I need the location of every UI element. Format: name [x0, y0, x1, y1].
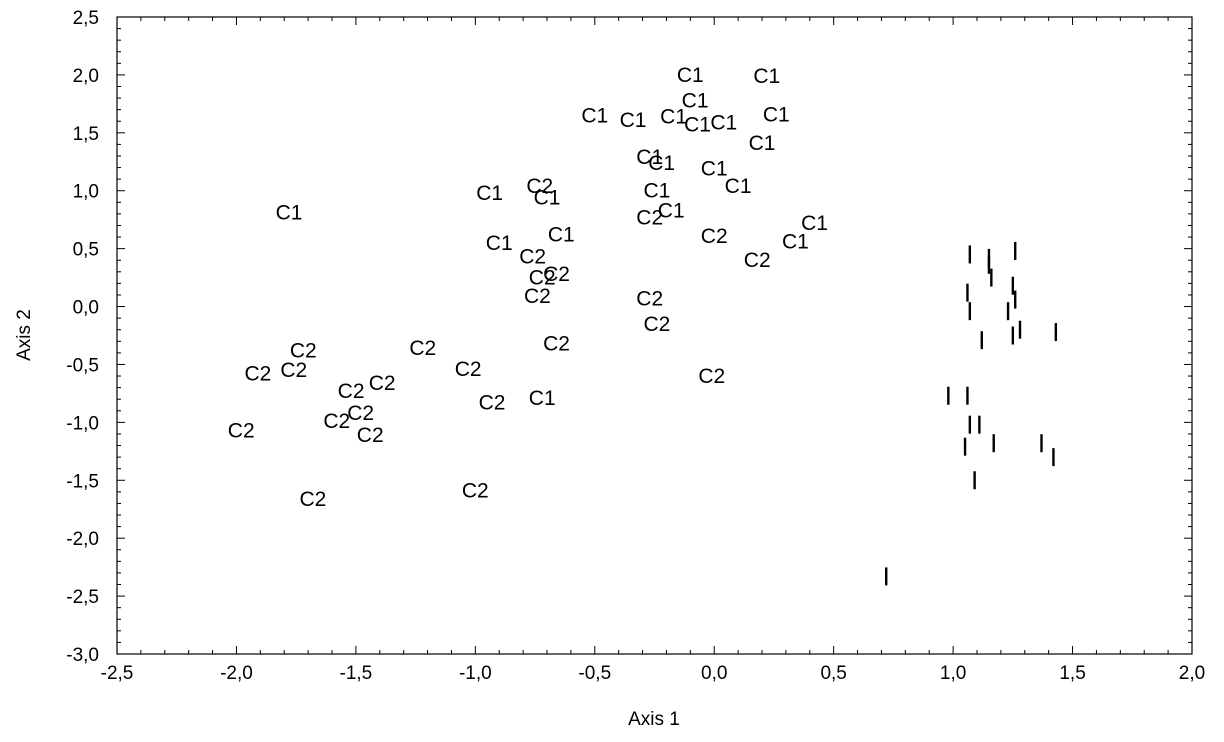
y-tick-label: -2,5: [66, 587, 99, 608]
point-C1: C1: [753, 65, 780, 88]
point-C2: C2: [455, 358, 482, 381]
point-C1: C1: [801, 212, 828, 235]
point-C1: C1: [782, 231, 809, 254]
y-tick-label: -0,5: [66, 355, 99, 376]
point-C1: C1: [534, 187, 561, 210]
point-C2: C2: [479, 392, 506, 415]
point-C1: C1: [486, 232, 513, 255]
point-C2: C2: [529, 267, 556, 290]
y-tick-labels: -3,0 -2,5 -2,0 -1,5 -1,0 -0,5 0,0 0,5 1,0 1,5 2,0 2…: [66, 8, 99, 666]
x-tick-label: 0,5: [820, 663, 846, 684]
y-tick-label: 2,0: [73, 66, 99, 87]
point-C2: C2: [338, 380, 365, 403]
y-tick-label: 0,0: [73, 298, 99, 319]
axis-ticks: [116, 16, 1193, 655]
point-C1: C1: [620, 109, 647, 132]
point-C1: C1: [684, 114, 711, 137]
point-C1: C1: [682, 89, 709, 112]
point-C1: C1: [548, 224, 575, 247]
point-C2: C2: [347, 402, 374, 425]
point-C2: C2: [524, 285, 551, 308]
y-tick-label: 1,0: [73, 182, 99, 203]
point-C1: C1: [658, 199, 685, 222]
point-C1: C1: [276, 202, 303, 225]
point-C1: C1: [660, 106, 687, 129]
x-tick-label: -0,5: [578, 663, 611, 684]
point-C1: C1: [648, 152, 675, 175]
point-C2: C2: [409, 337, 436, 360]
point-C2: C2: [290, 340, 317, 363]
point-C1: C1: [643, 180, 670, 203]
y-tick-label: -1,0: [66, 413, 99, 434]
point-C2: C2: [299, 488, 326, 511]
x-tick-label: -1,5: [340, 663, 373, 684]
point-C2: C2: [245, 363, 272, 386]
point-C2: C2: [636, 287, 663, 310]
point-C1: C1: [701, 158, 728, 181]
x-tick-label: 0,0: [701, 663, 727, 684]
y-tick-label: 1,5: [73, 124, 99, 145]
y-tick-label: 2,5: [73, 8, 99, 29]
point-C1: C1: [677, 64, 704, 87]
point-C2: C2: [369, 372, 396, 395]
y-tick-label: -3,0: [66, 645, 99, 666]
y-axis-title: Axis 2: [14, 309, 35, 361]
point-C2: C2: [462, 480, 489, 503]
point-C2: C2: [280, 359, 307, 382]
y-tick-label: 0,5: [73, 240, 99, 261]
x-axis-title: Axis 1: [628, 709, 680, 730]
point-C1: C1: [725, 175, 752, 198]
plot-frame: [116, 16, 1193, 655]
point-C1: C1: [763, 103, 790, 126]
x-tick-label: 1,5: [1059, 663, 1085, 684]
point-C2: C2: [543, 333, 570, 356]
point-C1: C1: [749, 132, 776, 155]
x-tick-label: 1,0: [940, 663, 966, 684]
point-C1: C1: [476, 182, 503, 205]
point-C1: C1: [529, 387, 556, 410]
point-C2: C2: [636, 206, 663, 229]
y-tick-label: -1,5: [66, 471, 99, 492]
x-tick-labels: -2,5 -2,0 -1,5 -1,0 -0,5 0,0 0,5 1,0 1,5 2,0: [101, 663, 1206, 684]
point-C2: C2: [357, 424, 384, 447]
point-C1: C1: [581, 104, 608, 127]
point-C1: C1: [710, 111, 737, 134]
x-tick-label: -2,5: [101, 663, 134, 684]
point-C2: C2: [698, 365, 725, 388]
point-C2: C2: [323, 410, 350, 433]
x-tick-label: -1,0: [459, 663, 492, 684]
x-tick-label: -2,0: [220, 663, 253, 684]
point-C2: C2: [519, 246, 546, 269]
point-C2: C2: [643, 313, 670, 336]
point-C1: C1: [636, 146, 663, 169]
x-tick-label: 2,0: [1179, 663, 1205, 684]
point-C2: C2: [744, 249, 771, 272]
point-C2: C2: [701, 225, 728, 248]
point-C2: C2: [526, 175, 553, 198]
y-tick-label: -2,0: [66, 529, 99, 550]
point-C2: C2: [543, 263, 570, 286]
point-C2: C2: [228, 419, 255, 442]
